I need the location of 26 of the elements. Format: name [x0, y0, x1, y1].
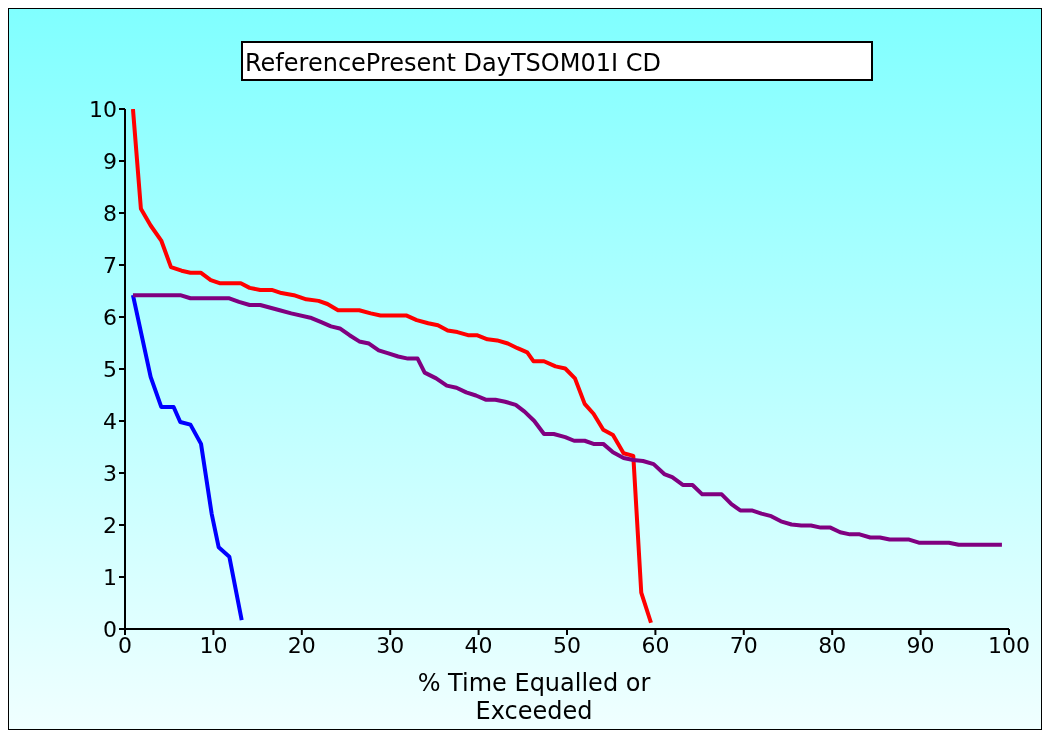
- y-tick-label: 3: [103, 460, 117, 486]
- line-series: [130, 293, 244, 623]
- x-tick-label: 50: [553, 632, 581, 658]
- x-tick-label: 60: [641, 632, 670, 658]
- x-tick-label: 20: [287, 632, 316, 658]
- x-tick-label: 30: [376, 632, 405, 658]
- x-tick-label: 40: [464, 632, 493, 658]
- chart-title: ReferencePresent DayTSOM01I CD: [241, 41, 873, 81]
- y-tick-label: 0: [103, 616, 117, 642]
- y-tick-label: 8: [103, 200, 117, 226]
- line-series: [130, 109, 653, 625]
- y-tick-label: 10: [89, 96, 117, 122]
- x-axis-title: % Time Equalled or Exceeded: [416, 669, 652, 725]
- y-tick-label: 1: [103, 564, 117, 590]
- y-tick-label: 4: [103, 408, 117, 434]
- x-tick-label: 100: [988, 632, 1030, 658]
- x-tick-label: 80: [818, 632, 847, 658]
- line-series: [130, 293, 1004, 547]
- x-tick-label: 70: [729, 632, 758, 658]
- y-tick-label: 5: [103, 356, 117, 382]
- x-tick-label: 10: [199, 632, 228, 658]
- y-tick-label: 6: [103, 304, 117, 330]
- y-tick-label: 7: [103, 252, 117, 278]
- x-tick-label: 90: [906, 632, 935, 658]
- y-tick-label: 9: [103, 148, 117, 174]
- y-tick-label: 2: [103, 512, 117, 538]
